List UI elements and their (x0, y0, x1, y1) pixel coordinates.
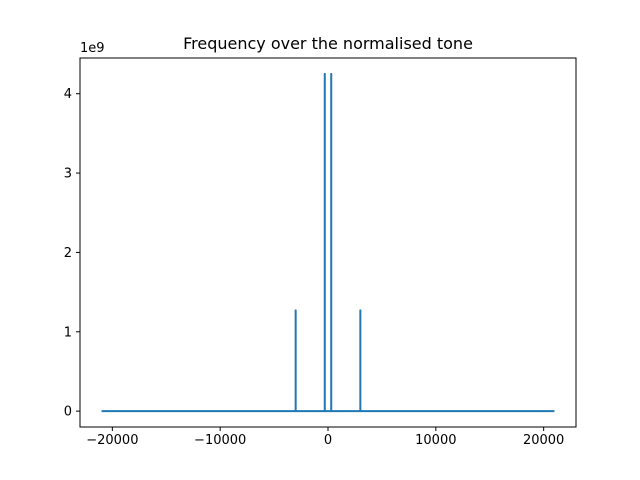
plot-area (101, 72, 555, 413)
axis-ticks: −20000 −10000 0 10000 20000 0 1 2 3 4 (64, 87, 565, 448)
y-tick-label: 2 (64, 246, 72, 261)
x-tick-label: 10000 (415, 433, 456, 448)
x-tick-label: 0 (324, 433, 332, 448)
x-tick-label: −10000 (194, 433, 246, 448)
y-tick-label: 1 (64, 325, 72, 340)
axes-frame (79, 57, 577, 428)
chart-title: Frequency over the normalised tone (183, 34, 473, 53)
x-tick-label: 20000 (523, 433, 564, 448)
y-axis-offset-label: 1e9 (80, 41, 105, 56)
series-line-0 (101, 72, 555, 413)
y-tick-label: 4 (64, 87, 72, 102)
x-tick-label: −20000 (86, 433, 138, 448)
y-tick-label: 3 (64, 167, 72, 182)
y-tick-label: 0 (64, 405, 72, 420)
